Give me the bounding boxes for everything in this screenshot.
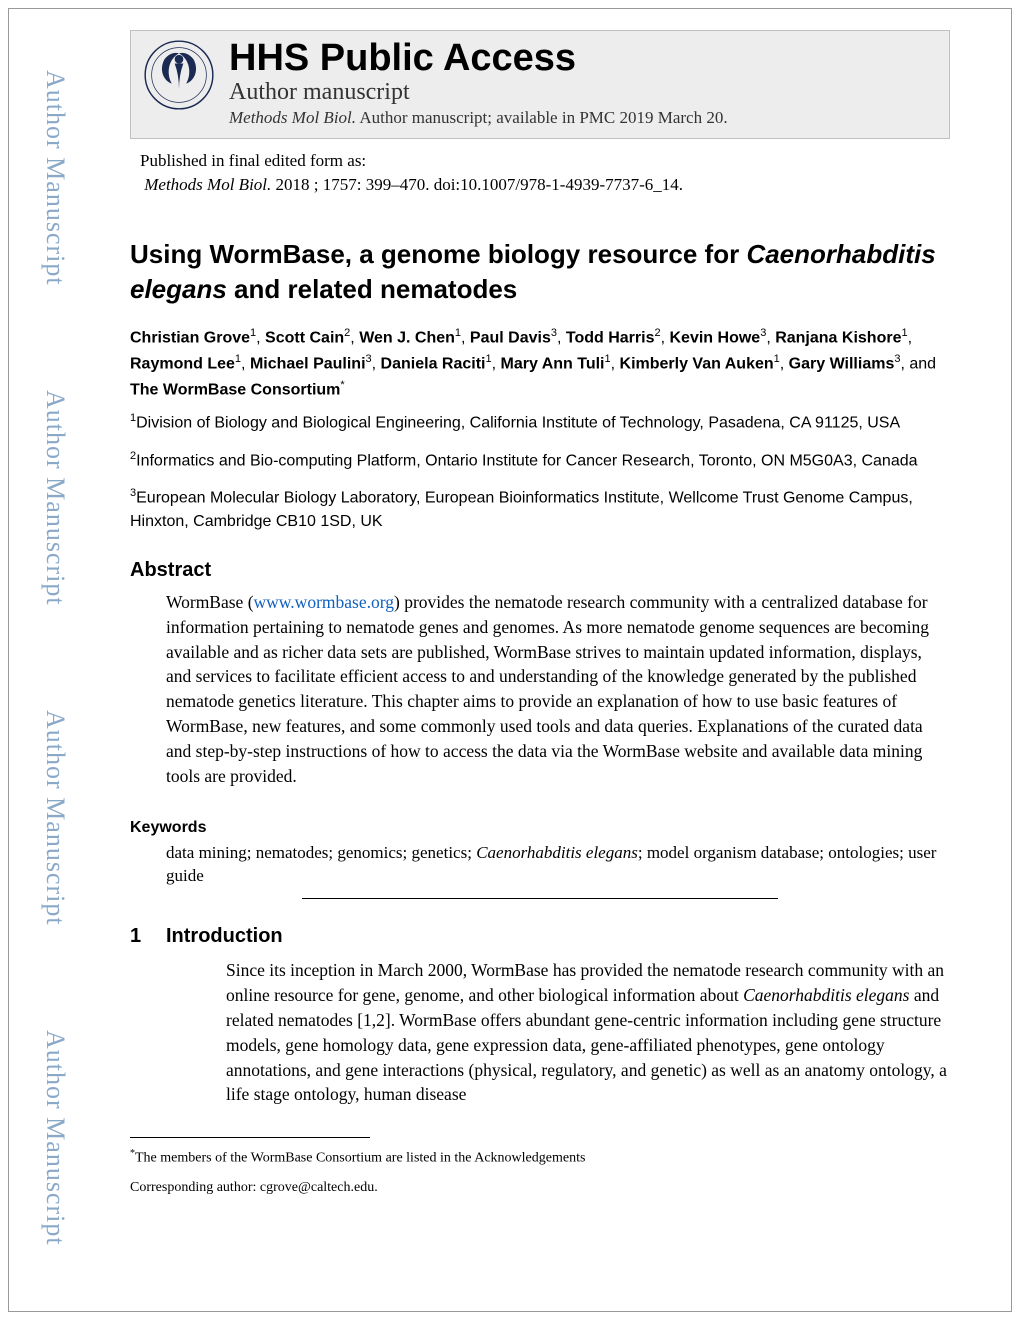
abstract-post: ) provides the nematode research communi… [166,592,929,786]
footnote-1: *The members of the WormBase Consortium … [130,1146,950,1169]
footnote-2: Corresponding author: cgrove@caltech.edu… [130,1177,950,1198]
keywords-heading: Keywords [130,819,950,837]
watermark-4: Author Manuscript [35,1030,70,1246]
footnote-rule [130,1137,370,1138]
content-area: HHS Public Access Author manuscript Meth… [130,30,950,1290]
watermark-3: Author Manuscript [35,710,70,926]
affiliation-1: 1Division of Biology and Biological Engi… [130,411,950,435]
hhs-journal-italic: Methods Mol Biol. [229,108,356,127]
authors-list: Christian Grove1, Scott Cain2, Wen J. Ch… [130,325,950,403]
abstract-heading: Abstract [130,559,950,582]
kw-italic: Caenorhabditis elegans [476,843,638,862]
title-part2: and related nematodes [227,274,517,304]
hhs-subtitle: Author manuscript [229,79,937,106]
watermark-2: Author Manuscript [35,390,70,606]
intro-body: Since its inception in March 2000, WormB… [226,958,950,1107]
article-title: Using WormBase, a genome biology resourc… [130,237,950,307]
hhs-title: HHS Public Access [229,39,937,77]
citation-line2: Methods Mol Biol. 2018 ; 1757: 399–470. … [140,173,950,197]
affiliation-3: 3European Molecular Biology Laboratory, … [130,486,950,533]
hhs-journal-line: Methods Mol Biol. Author manuscript; ava… [229,108,937,128]
abstract-link[interactable]: www.wormbase.org [254,592,394,612]
intro-heading-text: Introduction [166,925,283,947]
citation-journal: Methods Mol Biol. [144,175,271,194]
abstract-pre: WormBase ( [166,592,254,612]
affiliation-2: 2Informatics and Bio-computing Platform,… [130,449,950,473]
title-part1: Using WormBase, a genome biology resourc… [130,239,746,269]
citation-block: Published in final edited form as: Metho… [140,149,950,197]
citation-rest: 2018 ; 1757: 399–470. doi:10.1007/978-1-… [271,175,683,194]
affil-2-text: Informatics and Bio-computing Platform, … [136,452,917,469]
footnote-1-text: The members of the WormBase Consortium a… [135,1151,585,1166]
hhs-logo-icon [143,39,215,111]
citation-line1: Published in final edited form as: [140,149,950,173]
hhs-avail: Author manuscript; available in PMC 2019… [356,108,728,127]
intro-italic: Caenorhabditis elegans [743,985,909,1005]
section-rule [302,898,778,899]
watermark-1: Author Manuscript [35,70,70,286]
intro-num: 1 [130,925,166,948]
affil-3-text: European Molecular Biology Laboratory, E… [130,490,913,530]
abstract-body: WormBase (www.wormbase.org) provides the… [166,590,950,789]
keywords-body: data mining; nematodes; genomics; geneti… [166,841,950,889]
header-box: HHS Public Access Author manuscript Meth… [130,30,950,139]
intro-heading: 1Introduction [130,925,950,948]
affil-1-text: Division of Biology and Biological Engin… [136,414,900,431]
kw-pre: data mining; nematodes; genomics; geneti… [166,843,476,862]
